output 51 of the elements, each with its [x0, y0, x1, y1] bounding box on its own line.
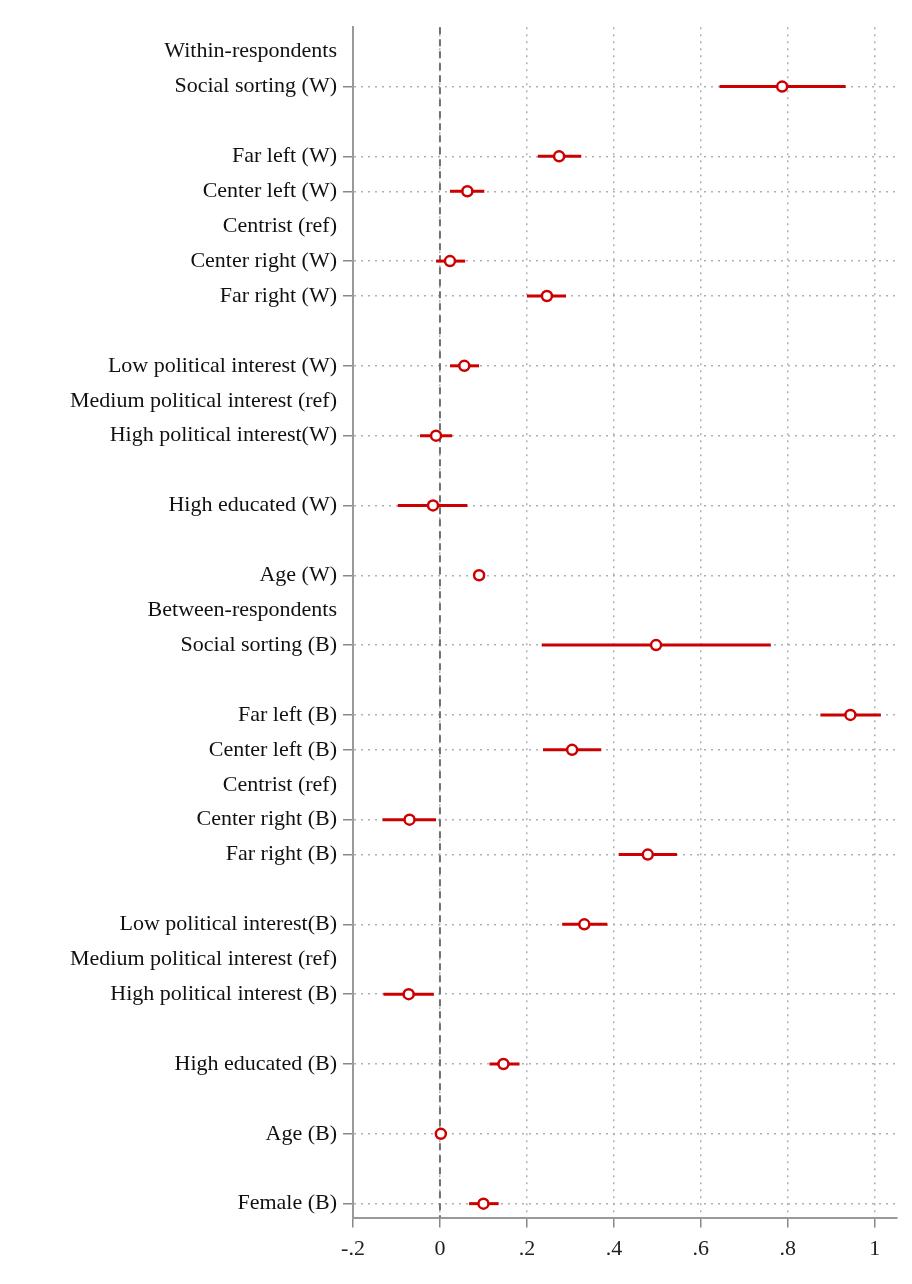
y-tick-label: Medium political interest (ref) — [70, 386, 337, 412]
point — [429, 429, 443, 442]
y-tick-label: Within-respondents — [164, 37, 337, 63]
point — [403, 813, 416, 826]
y-tick-label: Center right (W) — [190, 246, 337, 272]
y-tick-label: Centrist (ref) — [222, 770, 337, 796]
x-tick-label: .6 — [692, 1234, 710, 1260]
y-tick-label: Between-respondents — [147, 595, 337, 621]
point — [461, 185, 474, 198]
x-tick-label: .8 — [779, 1234, 797, 1260]
point — [443, 254, 457, 268]
point — [641, 848, 655, 861]
y-tick-label: Center right (B) — [196, 805, 337, 831]
x-tick-label: 1 — [869, 1234, 881, 1260]
point — [844, 708, 857, 722]
point — [434, 1127, 448, 1141]
y-tick-label: High educated (B) — [174, 1049, 337, 1075]
y-tick-label: High political interest (B) — [110, 979, 337, 1005]
y-tick-label: Far right (W) — [219, 281, 337, 307]
y-tick-label: Medium political interest (ref) — [70, 945, 337, 971]
x-tick-label: -.2 — [341, 1234, 365, 1260]
y-tick-label: Far right (B) — [225, 840, 337, 866]
y-tick-label: Centrist (ref) — [222, 211, 337, 237]
y-tick-label: Age (B) — [265, 1119, 337, 1145]
point — [565, 743, 579, 757]
x-tick-label: .2 — [518, 1234, 536, 1260]
point — [649, 638, 663, 652]
y-tick-label: Center left (B) — [208, 735, 337, 761]
point — [578, 918, 591, 931]
x-tick-label: .4 — [605, 1234, 623, 1260]
y-tick-label: Low political interest (W) — [107, 351, 337, 377]
y-tick-label: Social sorting (B) — [180, 630, 337, 656]
point — [540, 289, 554, 303]
point — [426, 499, 440, 512]
point — [552, 150, 566, 163]
y-tick-label: Low political interest(B) — [119, 910, 337, 936]
y-tick-label: High political interest(W) — [109, 421, 337, 447]
y-tick-label: High educated (W) — [168, 491, 337, 517]
y-tick-label: Far left (B) — [238, 700, 337, 726]
point — [402, 987, 415, 1001]
x-tick-label: 0 — [434, 1234, 446, 1260]
point — [497, 1057, 510, 1071]
y-tick-label: Far left (W) — [231, 142, 337, 168]
y-tick-label: Age (W) — [259, 561, 337, 587]
point — [458, 359, 471, 373]
point — [477, 1197, 490, 1210]
y-tick-label: Social sorting (W) — [174, 72, 337, 98]
y-tick-label: Female (B) — [237, 1189, 337, 1215]
point — [472, 569, 486, 582]
point — [775, 80, 789, 93]
y-tick-label: Center left (W) — [202, 177, 337, 203]
